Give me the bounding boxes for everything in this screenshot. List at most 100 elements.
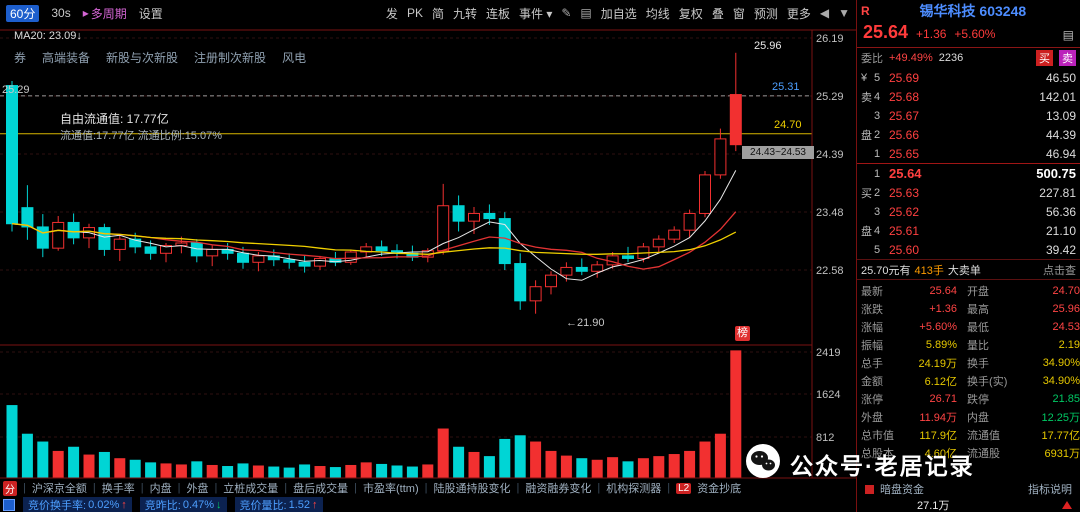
last-price: 25.64	[863, 22, 909, 42]
auction-metrics: 竞价换手率: 0.02% ↑ 竞昨比: 0.47% ↓ 竞价量比: 1.52 ↑	[23, 497, 323, 512]
price-volume-chart[interactable]: 26.19 25.29 24.39 23.48 22.58 2419 1624 812	[0, 0, 856, 512]
tab-separator: |	[354, 482, 358, 494]
auction-metric: 竞价换手率: 0.02% ↑	[23, 497, 132, 512]
stat-value: 117.9亿	[919, 430, 958, 442]
indicator-tab[interactable]: 盘后成交量	[293, 483, 349, 495]
indicator-tab[interactable]: 内盘	[149, 483, 172, 495]
sector-tag[interactable]: 高端装备	[42, 51, 91, 65]
sector-tag[interactable]: 新股与次新股	[106, 51, 179, 65]
multi-period-button[interactable]: ▸ 多周期	[82, 6, 127, 21]
toolbar-item[interactable]: 复权	[678, 6, 703, 21]
toolbar-item[interactable]: 均线	[645, 6, 670, 21]
dark-pool-tab[interactable]: 暗盘资金	[880, 484, 924, 496]
order-detail-icon[interactable]: ▤	[1062, 27, 1074, 42]
book-side-char: 卖	[861, 91, 872, 104]
indicator-tab-bar: 分 | 沪深京全额 | 换手率 | 内盘 | 外盘 | 立桩成交量 | 盘后成交量 | 市盈率(ttm) | 陆…	[0, 480, 856, 496]
ask-price: 25.66	[889, 127, 920, 142]
period-60min-button[interactable]: 60分	[6, 4, 40, 22]
stat-label: 总股本	[861, 448, 894, 460]
indicator-tab[interactable]: 融资融券变化	[525, 483, 592, 495]
stat-value: +5.60%	[919, 321, 958, 333]
rank-badge[interactable]: 榜	[735, 326, 750, 341]
period-30s-button[interactable]: 30s	[51, 6, 71, 20]
stock-title[interactable]: 锡华科技 603248	[919, 3, 1027, 19]
sector-tag[interactable]: 风电	[282, 51, 307, 65]
indicator-tab[interactable]: 外盘	[186, 483, 209, 495]
stat-row: 涨停 26.71 跌停 21.85	[857, 390, 1080, 408]
stat-label: 涨跌	[861, 304, 883, 316]
indicator-tab[interactable]: 市盈率(ttm)	[363, 483, 419, 495]
ask-row-1[interactable]: 1 25.65 46.94	[857, 144, 1080, 163]
ask-row-5[interactable]: ¥5 25.69 46.50	[857, 68, 1080, 87]
ask-row-4[interactable]: 卖 4 25.68 142.01	[857, 87, 1080, 106]
ask-volume: 44.39	[1045, 127, 1076, 142]
stat-label: 外盘	[861, 412, 883, 424]
toolbar-item[interactable]: 更多	[786, 6, 811, 21]
stat-label: 换手	[967, 358, 990, 370]
ask-row-3[interactable]: 3 25.67 13.09	[857, 106, 1080, 125]
l2-badge: L2	[676, 482, 692, 494]
indicator-tab[interactable]: 沪深京全额	[31, 483, 87, 495]
svg-text:22.58: 22.58	[816, 265, 844, 277]
toolbar-item[interactable]: 简	[431, 6, 444, 21]
svg-text:1624: 1624	[816, 389, 840, 401]
wechat-icon	[746, 444, 780, 483]
sell-button[interactable]: 卖	[1059, 50, 1076, 66]
ask-row-2[interactable]: 盘 2 25.66 44.39	[857, 125, 1080, 144]
toolbar-item[interactable]: 连板	[485, 6, 510, 21]
sector-tag[interactable]: 注册制次新股	[194, 51, 267, 65]
back-icon[interactable]: ◀	[819, 6, 830, 20]
toolbar-item[interactable]: 预测	[753, 6, 778, 21]
book-level: 5	[874, 243, 881, 256]
stat-value: 24.53	[1052, 321, 1080, 333]
toolbar-item[interactable]: 事件 ▾	[519, 6, 553, 21]
toolbar-item[interactable]: 加自选	[600, 6, 637, 21]
settings-button[interactable]: 设置	[138, 6, 163, 21]
tab-separator: |	[23, 482, 26, 494]
toolbar-item[interactable]: 发	[385, 6, 398, 21]
indicator-help-link[interactable]: 指标说明	[1028, 484, 1072, 496]
window-icon[interactable]	[3, 498, 15, 511]
indicator-tab[interactable]: 分	[3, 480, 17, 496]
sector-tag[interactable]: 券	[14, 51, 27, 65]
stat-row: 总股本 4.60亿 流通股 6931万	[857, 444, 1080, 462]
ma-label: MA20:	[14, 30, 46, 42]
stat-row: 最新 25.64 开盘 24.70	[857, 282, 1080, 300]
stat-value: 12.25万	[1041, 412, 1080, 424]
bid-row-2[interactable]: 买 2 25.63 227.81	[857, 183, 1080, 202]
order-book: ¥5 25.69 46.50 卖 4 25.68 142.01 3 25.67 13.09 盘 2 25…	[857, 68, 1080, 259]
open-price-line-label: 24.70	[774, 119, 802, 131]
stat-value: 5.89%	[925, 339, 958, 351]
watermark-text: 公众号·老居记录	[790, 452, 975, 479]
layers-icon[interactable]: ▤	[580, 6, 592, 20]
indicator-tab[interactable]: 资金抄底	[697, 483, 742, 495]
tab-separator: |	[92, 482, 96, 494]
indicator-tab[interactable]: 换手率	[101, 483, 135, 495]
stat-row: 金额 6.12亿 换手(实) 34.90%	[857, 372, 1080, 390]
toolbar-item[interactable]: 窗	[732, 6, 745, 21]
last-close-label: 25.31	[772, 81, 800, 93]
bid-row-5[interactable]: 5 25.60 39.42	[857, 240, 1080, 259]
bid-row-1[interactable]: 1 25.64 500.75	[857, 164, 1080, 183]
expand-triangle-icon[interactable]	[1062, 501, 1072, 509]
pin-icon[interactable]: ▼	[838, 6, 850, 20]
stat-value: 34.90%	[1042, 375, 1080, 387]
toolbar-item[interactable]: PK	[406, 6, 423, 20]
toolbar-item[interactable]: 叠	[711, 6, 724, 21]
indicator-tab[interactable]: 机构探测器	[606, 483, 662, 495]
stat-label: 内盘	[967, 412, 990, 424]
alert-detail-link[interactable]: 点击查	[1043, 264, 1076, 277]
panel-footer-value-row: 27.1万	[857, 497, 1080, 512]
trend-arrow-icon: ↓	[216, 498, 222, 511]
buy-button[interactable]: 买	[1036, 50, 1053, 66]
indicator-tab[interactable]: 陆股通持股变化	[433, 483, 511, 495]
book-level: 3	[874, 109, 881, 122]
toolbar-item[interactable]: 九转	[452, 6, 477, 21]
indicator-tab[interactable]: 立桩成交量	[223, 483, 279, 495]
weibi-label: 委比	[861, 53, 883, 65]
bid-row-4[interactable]: 盘 4 25.61 21.10	[857, 221, 1080, 240]
panel-header: R 锡华科技 603248	[857, 0, 1080, 22]
pencil-icon[interactable]: ✎	[561, 6, 572, 20]
stat-row: 涨跌 +1.36 最高 25.96	[857, 300, 1080, 318]
bid-row-3[interactable]: 3 25.62 56.36	[857, 202, 1080, 221]
